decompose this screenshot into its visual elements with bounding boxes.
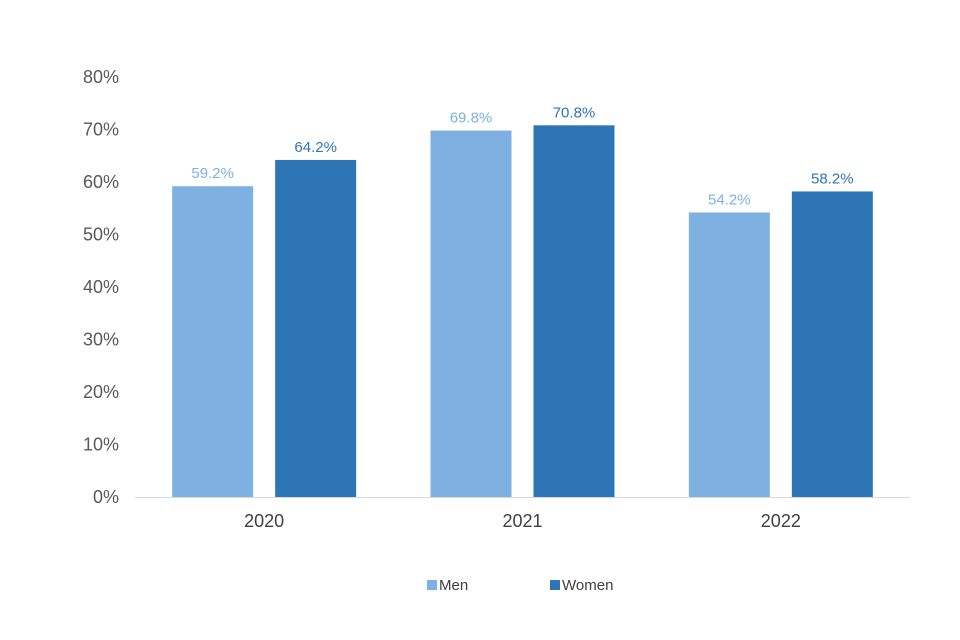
bar-men-2022 [688, 212, 770, 497]
data-label-women-2020: 64.2% [294, 139, 337, 156]
y-axis: 0% 10% 20% 30% 40% 50% 60% 70% 80% [83, 67, 119, 507]
y-tick-label: 10% [83, 435, 119, 455]
bar-women-2022 [791, 191, 873, 497]
y-tick-label: 50% [83, 225, 119, 245]
legend-label-women: Women [562, 577, 613, 594]
y-tick-label: 70% [83, 120, 119, 140]
data-labels: 59.2% 64.2% 69.8% 70.8% 54.2% 58.2% [191, 104, 853, 208]
x-tick-label: 2021 [502, 511, 542, 531]
x-tick-label: 2020 [244, 511, 284, 531]
legend-label-men: Men [439, 577, 468, 594]
legend-swatch-men [427, 580, 437, 590]
legend-swatch-women [550, 580, 560, 590]
data-label-women-2021: 70.8% [553, 104, 596, 121]
y-tick-label: 80% [83, 67, 119, 87]
data-label-men-2022: 54.2% [708, 191, 751, 208]
data-label-women-2022: 58.2% [811, 170, 854, 187]
bar-men-2021 [430, 130, 512, 498]
y-tick-label: 20% [83, 382, 119, 402]
bar-men-2020 [172, 186, 254, 497]
data-label-men-2020: 59.2% [191, 165, 234, 182]
legend: Men Women [427, 577, 613, 594]
y-tick-label: 30% [83, 330, 119, 350]
y-tick-label: 0% [93, 487, 119, 507]
bar-women-2020 [275, 159, 357, 497]
x-tick-label: 2022 [761, 511, 801, 531]
bars [172, 125, 873, 498]
bar-women-2021 [533, 125, 615, 498]
x-axis: 2020 2021 2022 [244, 511, 801, 531]
y-tick-label: 60% [83, 172, 119, 192]
data-label-men-2021: 69.8% [450, 110, 493, 127]
y-tick-label: 40% [83, 277, 119, 297]
